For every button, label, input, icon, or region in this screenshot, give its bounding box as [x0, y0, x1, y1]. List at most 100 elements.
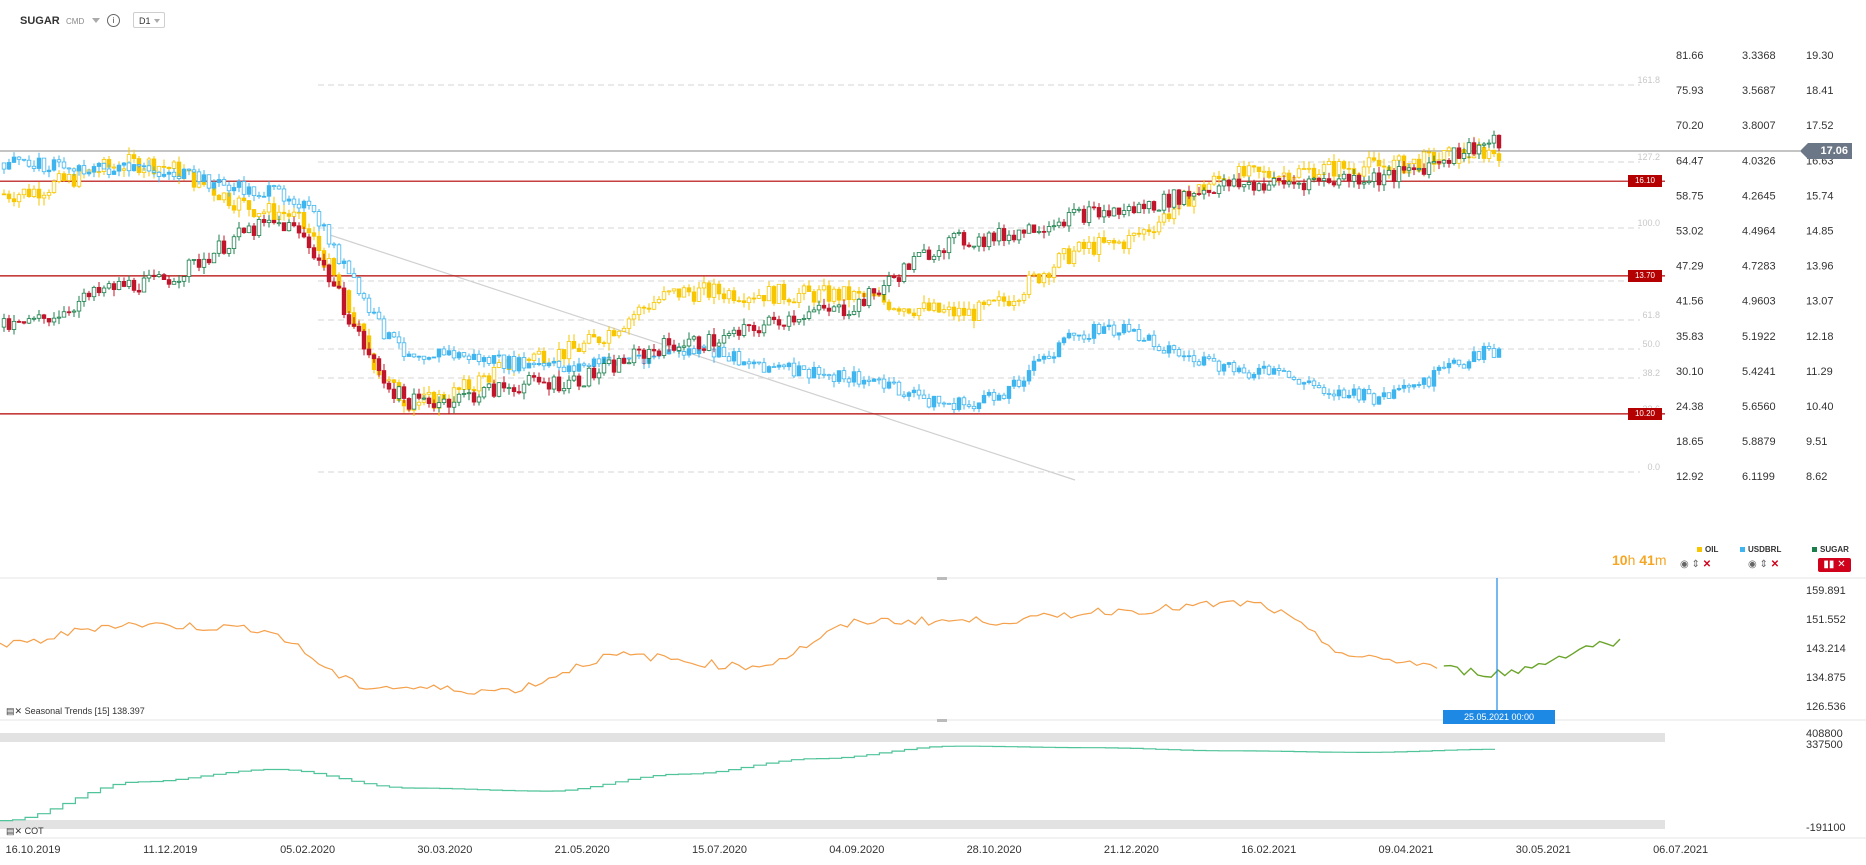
- panel-menu-icon[interactable]: ▤: [6, 826, 15, 836]
- oil-candle: [1106, 240, 1112, 243]
- sugar-candle: [801, 318, 807, 320]
- oil-candle: [1346, 167, 1352, 170]
- sugar-candle: [1006, 234, 1012, 241]
- usdbrl-candle: [1336, 389, 1342, 397]
- oil-candle: [1216, 175, 1222, 179]
- close-icon[interactable]: ✕: [14, 706, 23, 716]
- level-tag-16-10[interactable]: 16.10: [1628, 175, 1662, 188]
- sugar-candle: [1351, 174, 1357, 182]
- usdbrl-candle: [1346, 394, 1352, 399]
- sugar-candle: [1371, 172, 1377, 182]
- oil-candle: [346, 290, 352, 314]
- eye-icon[interactable]: ◉: [1748, 559, 1757, 570]
- usdbrl-candle: [1151, 334, 1157, 347]
- usdbrl-candle: [171, 171, 177, 178]
- sugar-candle: [16, 320, 22, 323]
- sugar-controls[interactable]: ▮▮ ✕: [1818, 558, 1851, 572]
- interval-select[interactable]: D1: [133, 12, 165, 28]
- oil-candle: [771, 286, 777, 304]
- info-icon[interactable]: i: [107, 14, 120, 27]
- sugar-candle: [1326, 178, 1332, 183]
- oil-candle: [981, 301, 987, 305]
- close-icon[interactable]: ✕: [1837, 559, 1846, 570]
- oil-candle: [631, 314, 637, 320]
- sugar-candle: [666, 338, 672, 346]
- eye-icon[interactable]: ◉: [1680, 559, 1689, 570]
- usdbrl-candle: [841, 370, 847, 380]
- x-axis-tick: 28.10.2020: [967, 844, 1022, 856]
- oil-candle: [1031, 273, 1037, 276]
- oil-candle: [986, 299, 992, 305]
- usdbrl-candle: [576, 363, 582, 372]
- usdbrl-candle: [1021, 380, 1027, 387]
- usdbrl-candle: [1301, 382, 1307, 385]
- sugar-candle: [1116, 207, 1122, 215]
- usdbrl-candle: [1221, 364, 1227, 372]
- usdbrl-candle: [1256, 367, 1262, 375]
- sugar-axis-tick: 17.52: [1806, 120, 1834, 132]
- sugar-candle: [456, 393, 462, 403]
- usdbrl-candle: [251, 186, 257, 197]
- oil-candle: [736, 300, 742, 303]
- usdbrl-candle: [686, 348, 692, 356]
- sugar-candle: [1436, 161, 1442, 164]
- usdbrl-candle: [766, 366, 772, 373]
- sugar-candle: [1, 318, 7, 328]
- sugar-candle: [966, 244, 972, 247]
- close-icon[interactable]: ✕: [1770, 559, 1780, 570]
- sugar-candle: [1151, 201, 1157, 211]
- sugar-candle: [846, 314, 852, 317]
- sugar-candle: [1286, 181, 1292, 185]
- oil-candle: [1206, 183, 1212, 192]
- usdbrl-candle: [931, 395, 937, 408]
- seasonal-trends-label[interactable]: ▤✕ Seasonal Trends [15] 138.397: [6, 706, 145, 716]
- close-icon[interactable]: ✕: [1702, 559, 1712, 570]
- usdbrl-axis-tick: 6.1199: [1742, 471, 1775, 483]
- legend-sugar[interactable]: SUGAR: [1812, 545, 1849, 554]
- seasonal-axis-tick: 126.536: [1806, 701, 1846, 713]
- sugar-candle: [381, 370, 387, 384]
- chevron-down-icon[interactable]: [92, 18, 100, 23]
- oil-candle: [526, 358, 532, 361]
- close-icon[interactable]: ✕: [14, 826, 23, 836]
- oil-candle: [1136, 232, 1142, 235]
- usdbrl-candle: [916, 389, 922, 396]
- oil-candle: [476, 375, 482, 392]
- level-tag-13-70[interactable]: 13.70: [1628, 269, 1662, 282]
- sugar-candle: [1381, 174, 1387, 186]
- usdbrl-candle: [106, 168, 112, 175]
- usdbrl-axis-tick: 5.8879: [1742, 436, 1776, 448]
- sort-icon[interactable]: ⇕: [1691, 559, 1700, 570]
- sugar-candle: [1196, 193, 1202, 195]
- sugar-candle: [1446, 159, 1452, 164]
- oil-axis-tick: 58.75: [1676, 190, 1704, 202]
- legend-usdbrl[interactable]: USDBRL: [1740, 545, 1781, 554]
- candles-icon[interactable]: ▮▮: [1823, 559, 1835, 570]
- oil-candle: [941, 309, 947, 313]
- sugar-candle: [1266, 184, 1272, 191]
- legend-oil[interactable]: OIL: [1697, 545, 1718, 554]
- usdbrl-candle: [471, 353, 477, 360]
- oil-candle: [886, 301, 892, 310]
- sort-icon[interactable]: ⇕: [1759, 559, 1768, 570]
- cursor-date-label: 25.05.2021 00:00: [1443, 710, 1555, 724]
- oil-candle: [976, 301, 982, 321]
- oil-candle: [906, 308, 912, 314]
- sugar-candle: [1001, 228, 1007, 241]
- sugar-candle: [266, 219, 272, 223]
- usdbrl-candle: [491, 355, 497, 364]
- sugar-candle: [56, 316, 62, 319]
- sugar-candle: [1076, 208, 1082, 211]
- usdbrl-candle: [211, 182, 217, 189]
- instrument-type: CMD: [66, 17, 85, 26]
- sugar-candle: [1356, 174, 1362, 185]
- level-tag-10-20[interactable]: 10.20: [1628, 407, 1662, 420]
- usdbrl-candle: [1371, 393, 1377, 405]
- panel-menu-icon[interactable]: ▤: [6, 706, 15, 716]
- oil-candle: [921, 302, 927, 309]
- oil-candle: [1366, 157, 1372, 168]
- sugar-candle: [1471, 142, 1477, 155]
- symbol-name[interactable]: SUGAR: [20, 15, 60, 27]
- cot-label[interactable]: ▤✕ COT: [6, 826, 44, 836]
